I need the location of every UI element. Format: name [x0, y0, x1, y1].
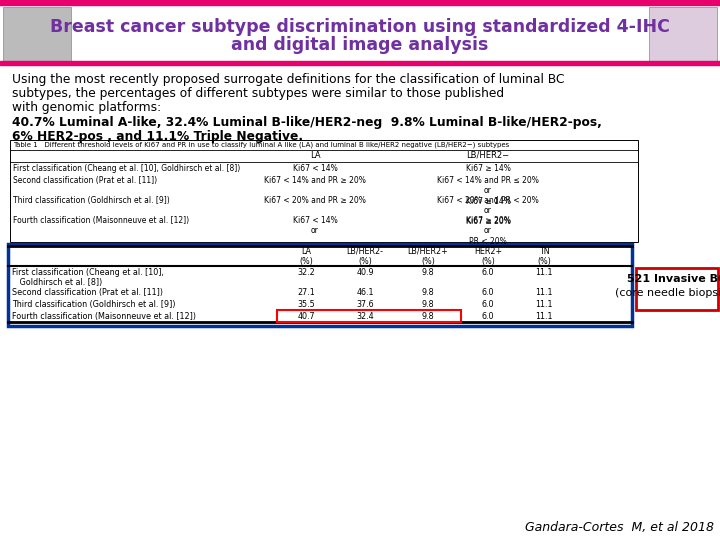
- Bar: [649, 7, 717, 63]
- Text: 32.2: 32.2: [297, 268, 315, 277]
- Text: LB/HER2−: LB/HER2−: [467, 151, 510, 160]
- Text: First classification (Cheang et al. [10], Goldhirsch et al. [8]): First classification (Cheang et al. [10]…: [13, 164, 240, 173]
- Text: 521 Invasive BC: 521 Invasive BC: [627, 274, 720, 284]
- Text: Ki67 < 14% and PR ≤ 20%
or
Ki67 ≥ 14%: Ki67 < 14% and PR ≤ 20% or Ki67 ≥ 14%: [437, 176, 539, 206]
- Text: 6.0: 6.0: [482, 312, 494, 321]
- Text: 11.1: 11.1: [535, 288, 553, 297]
- Text: Ki67 < 14%: Ki67 < 14%: [292, 164, 338, 173]
- Text: Ki67 < 20% and PR < 20%
or
Ki67 ≥ 20%: Ki67 < 20% and PR < 20% or Ki67 ≥ 20%: [437, 196, 539, 226]
- Text: 46.1: 46.1: [356, 288, 374, 297]
- Text: 11.1: 11.1: [535, 300, 553, 309]
- Text: Ki67 ≥ 20%
or
PR < 20%: Ki67 ≥ 20% or PR < 20%: [466, 216, 510, 246]
- Text: Second classification (Prat et al. [11]): Second classification (Prat et al. [11]): [13, 176, 157, 185]
- Text: 37.6: 37.6: [356, 300, 374, 309]
- Text: First classification (Cheang et al. [10],
   Goldhirsch et al. [8]): First classification (Cheang et al. [10]…: [12, 268, 164, 287]
- Text: 40.7: 40.7: [297, 312, 315, 321]
- Text: Ki67 < 14%
or: Ki67 < 14% or: [292, 216, 338, 235]
- Text: Fourth classification (Maisonneuve et al. [12]): Fourth classification (Maisonneuve et al…: [13, 216, 189, 225]
- Text: 9.8: 9.8: [422, 300, 434, 309]
- Text: 27.1: 27.1: [297, 288, 315, 297]
- Text: 11.1: 11.1: [535, 268, 553, 277]
- Text: Third classification (Goldhirsch et al. [9]): Third classification (Goldhirsch et al. …: [12, 300, 176, 309]
- Bar: [0, 0, 720, 5]
- Text: and digital image analysis: and digital image analysis: [231, 36, 489, 54]
- Text: Third classification (Goldhirsch et al. [9]): Third classification (Goldhirsch et al. …: [13, 196, 170, 205]
- Text: Ki67 < 14% and PR ≥ 20%: Ki67 < 14% and PR ≥ 20%: [264, 176, 366, 185]
- Bar: [277, 310, 461, 322]
- Text: Fourth classification (Maisonneuve et al. [12]): Fourth classification (Maisonneuve et al…: [12, 312, 196, 321]
- Text: 6.0: 6.0: [482, 288, 494, 297]
- Text: 6.0: 6.0: [482, 268, 494, 277]
- Bar: [8, 244, 632, 326]
- Bar: [10, 140, 638, 242]
- Bar: [3, 7, 71, 63]
- Text: 9.8: 9.8: [422, 288, 434, 297]
- Text: subtypes, the percentages of different subtypes were similar to those published: subtypes, the percentages of different s…: [12, 87, 504, 100]
- Text: 9.8: 9.8: [422, 268, 434, 277]
- Text: Breast cancer subtype discrimination using standardized 4-IHC: Breast cancer subtype discrimination usi…: [50, 18, 670, 36]
- Text: LA
(%): LA (%): [299, 247, 313, 266]
- Text: 32.4: 32.4: [356, 312, 374, 321]
- Bar: [0, 0, 720, 65]
- Text: 6.0: 6.0: [482, 300, 494, 309]
- Text: 40.7% Luminal A-like, 32.4% Luminal B-like/HER2-neg  9.8% Luminal B-like/HER2-po: 40.7% Luminal A-like, 32.4% Luminal B-li…: [12, 116, 602, 129]
- Text: 6% HER2-pos , and 11.1% Triple Negative.: 6% HER2-pos , and 11.1% Triple Negative.: [12, 130, 303, 143]
- Text: 35.5: 35.5: [297, 300, 315, 309]
- Text: Ki67 < 20% and PR ≥ 20%: Ki67 < 20% and PR ≥ 20%: [264, 196, 366, 205]
- Text: LB/HER2-
(%): LB/HER2- (%): [346, 247, 384, 266]
- Text: 40.9: 40.9: [356, 268, 374, 277]
- Bar: [0, 61, 720, 65]
- Text: 11.1: 11.1: [535, 312, 553, 321]
- Text: HER2+
(%): HER2+ (%): [474, 247, 502, 266]
- Text: Table 1   Different threshold levels of Ki67 and PR in use to classify luminal A: Table 1 Different threshold levels of Ki…: [13, 141, 509, 147]
- Text: 9.8: 9.8: [422, 312, 434, 321]
- Text: TN
(%): TN (%): [537, 247, 551, 266]
- Text: with genomic platforms:: with genomic platforms:: [12, 101, 161, 114]
- Text: Ki67 ≥ 14%: Ki67 ≥ 14%: [466, 164, 510, 173]
- Text: LB/HER2+
(%): LB/HER2+ (%): [408, 247, 449, 266]
- Text: LA: LA: [310, 151, 320, 160]
- Text: Using the most recently proposed surrogate definitions for the classification of: Using the most recently proposed surroga…: [12, 73, 564, 86]
- Text: (core needle biopsies): (core needle biopsies): [616, 288, 720, 298]
- Bar: [636, 268, 718, 310]
- Text: Gandara-Cortes  M, et al 2018: Gandara-Cortes M, et al 2018: [525, 521, 714, 534]
- Text: Second classification (Prat et al. [11]): Second classification (Prat et al. [11]): [12, 288, 163, 297]
